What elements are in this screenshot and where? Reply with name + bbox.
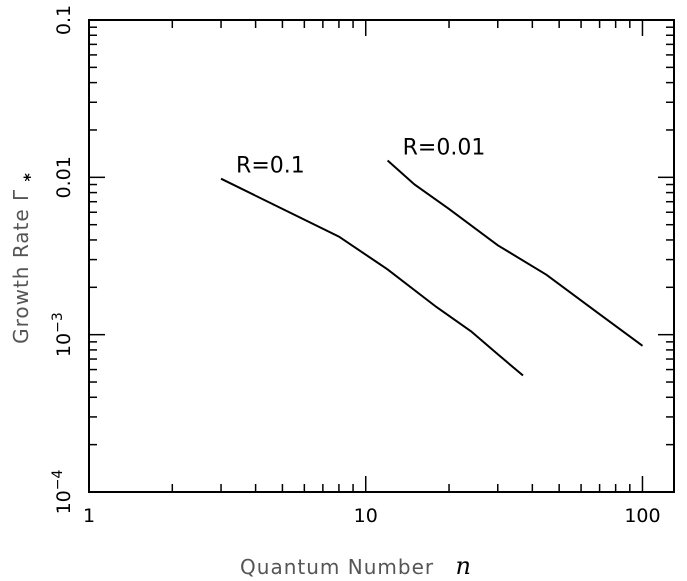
series-labels: R=0.1 R=0.01: [236, 135, 485, 178]
ticks: [88, 19, 674, 493]
x-tick-label: 10: [354, 505, 378, 527]
y-tick-label: 0.1: [53, 5, 75, 35]
y-tick-label: 10−3: [50, 312, 75, 357]
x-tick-label: 100: [624, 505, 660, 527]
plot-frame: [88, 19, 675, 493]
series-lines: [220, 159, 644, 377]
y-tick-label: 10−4: [50, 469, 75, 514]
y-axis-title: Growth Rate Γ *: [9, 172, 39, 344]
series-label: R=0.1: [236, 154, 305, 179]
series-line: [386, 159, 644, 347]
series-line: [220, 177, 524, 377]
tick-labels: 1 10 100 0.1 0.01 10−3 10−4: [50, 5, 661, 527]
series-label: R=0.01: [403, 135, 486, 160]
y-tick-label: 0.01: [53, 156, 75, 198]
x-tick-label: 1: [83, 505, 95, 527]
x-axis-title: Quantum Number n: [240, 552, 472, 580]
